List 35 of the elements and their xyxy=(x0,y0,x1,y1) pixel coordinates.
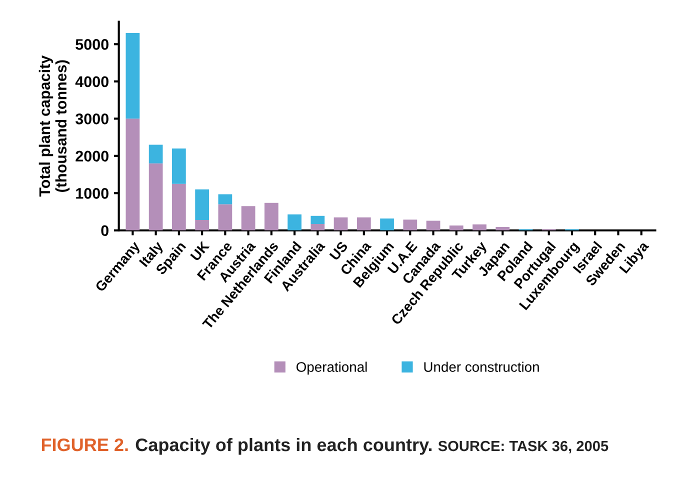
legend-label: Under construction xyxy=(424,362,539,372)
bar xyxy=(356,217,371,230)
bar xyxy=(334,217,348,230)
bar xyxy=(472,224,486,230)
bar xyxy=(126,32,140,119)
y-tick-label: 4000 xyxy=(75,76,108,88)
y-tick-label: 3000 xyxy=(75,114,108,124)
bar xyxy=(241,206,256,230)
bar xyxy=(264,202,278,230)
y-tick-label: 0 xyxy=(101,225,108,236)
y-axis-title: Total plant capacity (thousand tonnes) xyxy=(38,55,70,197)
source-note: SOURCE: TASK 36, 2005 xyxy=(438,440,608,454)
bar xyxy=(496,227,510,230)
bar xyxy=(172,148,186,184)
bar xyxy=(148,163,163,230)
bar xyxy=(449,226,464,230)
y-tick-label: 5000 xyxy=(76,39,108,50)
bar xyxy=(380,218,394,230)
caption: FIGURE 2. xyxy=(42,438,128,452)
y-tick-label: 1000 xyxy=(76,188,108,199)
bar xyxy=(403,220,418,230)
bar xyxy=(126,118,140,230)
bar xyxy=(195,189,209,220)
bar xyxy=(288,214,302,230)
bar xyxy=(426,220,440,230)
legend-label: Operational xyxy=(296,362,367,375)
bar xyxy=(148,144,163,164)
bar xyxy=(218,194,232,204)
bar xyxy=(172,184,186,230)
bar xyxy=(310,224,325,230)
y-tick-label: 2000 xyxy=(76,150,108,162)
bar xyxy=(218,204,232,230)
text: Capacity of plants in each country. xyxy=(136,438,432,455)
bar xyxy=(195,220,209,230)
bar xyxy=(310,216,325,224)
